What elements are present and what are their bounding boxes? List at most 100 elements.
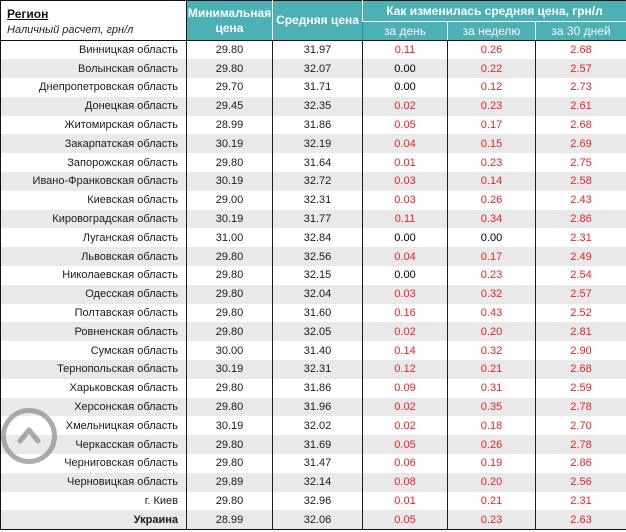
region-header-subtitle: Наличный расчет, грн/л <box>7 23 134 36</box>
region-cell: Тернопольская область <box>57 363 178 376</box>
change-month-cell: 2.31 <box>535 491 626 511</box>
table-row: Херсонская область 29.80 31.96 0.02 0.35 2.78 <box>0 397 626 417</box>
change-day-cell: 0.06 <box>362 454 448 473</box>
avg-price-cell: 32.04 <box>272 284 363 304</box>
min-price-cell: 29.80 <box>186 247 273 267</box>
change-month-cell: 2.57 <box>535 59 626 79</box>
change-month-cell: 2.68 <box>535 40 626 60</box>
table-row: Киевская область 29.00 32.31 0.03 0.26 2.43 <box>0 190 626 210</box>
min-price-cell: 29.80 <box>186 491 273 511</box>
avg-price-cell: 32.56 <box>272 247 363 267</box>
change-month-cell: 2.81 <box>535 322 626 342</box>
change-day-cell: 0.12 <box>362 360 448 379</box>
avg-price-cell: 32.35 <box>272 96 363 116</box>
change-week-cell: 0.18 <box>447 416 536 436</box>
min-price-cell: 29.80 <box>186 454 273 473</box>
min-price-cell: 29.80 <box>186 40 273 60</box>
change-month-cell: 2.73 <box>535 78 626 97</box>
column-header-change-group: Как изменилась средняя цена, грн/л <box>362 0 626 22</box>
column-header-change-week: за неделю <box>447 21 536 41</box>
table-row: Житомирская область 28.99 31.86 0.05 0.17 2.6… <box>0 115 626 135</box>
change-month-cell: 2.86 <box>535 209 626 229</box>
table-row: Ровненская область 29.80 32.05 0.02 0.20 2.81 <box>0 322 626 342</box>
change-month-cell: 2.78 <box>535 435 626 455</box>
region-cell: Житомирская область <box>64 119 178 132</box>
change-day-cell: 0.03 <box>362 172 448 191</box>
change-day-cell: 0.05 <box>362 435 448 455</box>
region-cell: Волынская область <box>77 62 178 75</box>
change-week-cell: 0.26 <box>447 435 536 455</box>
table-row: Ивано-Франковская область 30.19 32.72 0.03 0… <box>0 172 626 191</box>
min-price-cell: 29.80 <box>186 284 273 304</box>
table-row: Волынская область 29.80 32.07 0.00 0.22 2.57 <box>0 59 626 79</box>
region-cell: Кировоградская область <box>52 213 178 226</box>
min-price-cell: 30.19 <box>186 172 273 191</box>
change-day-cell: 0.14 <box>362 341 448 361</box>
avg-price-cell: 31.77 <box>272 209 363 229</box>
min-price-cell: 28.99 <box>186 115 273 135</box>
table-row: Винницкая область 29.80 31.97 0.11 0.26 2.68 <box>0 40 626 60</box>
region-cell: Украина <box>133 513 178 526</box>
change-month-cell: 2.69 <box>535 134 626 154</box>
table-row: Запорожская область 29.80 31.64 0.01 0.23 2.7… <box>0 153 626 173</box>
scroll-to-top-button[interactable] <box>1 408 57 464</box>
change-day-cell: 0.03 <box>362 284 448 304</box>
min-price-cell: 31.00 <box>186 228 273 248</box>
region-cell: Киевская область <box>87 194 178 207</box>
change-day-cell: 0.09 <box>362 378 448 398</box>
change-week-cell: 0.12 <box>447 78 536 97</box>
change-day-cell: 0.01 <box>362 491 448 511</box>
change-week-cell: 0.20 <box>447 472 536 492</box>
change-month-cell: 2.56 <box>535 472 626 492</box>
change-day-cell: 0.00 <box>362 266 448 285</box>
region-cell: Днепропетровская область <box>39 81 178 94</box>
avg-price-cell: 32.31 <box>272 360 363 379</box>
change-month-cell: 2.68 <box>535 115 626 135</box>
change-month-cell: 2.75 <box>535 153 626 173</box>
change-week-cell: 0.22 <box>447 59 536 79</box>
column-header-change-day: за день <box>362 21 448 41</box>
table-row: Донецкая область 29.45 32.35 0.02 0.23 2.61 <box>0 96 626 116</box>
avg-price-cell: 31.86 <box>272 378 363 398</box>
region-header-title: Регион <box>7 6 49 21</box>
avg-price-cell: 32.05 <box>272 322 363 342</box>
change-day-cell: 0.02 <box>362 96 448 116</box>
min-price-cell: 29.80 <box>186 397 273 417</box>
change-week-cell: 0.32 <box>447 341 536 361</box>
change-week-cell: 0.32 <box>447 284 536 304</box>
change-week-cell: 0.43 <box>447 303 536 323</box>
avg-price-cell: 31.96 <box>272 397 363 417</box>
table-row: Сумская область 30.00 31.40 0.14 0.32 2.90 <box>0 341 626 361</box>
table-row: Львовская область 29.80 32.56 0.04 0.17 2.49 <box>0 247 626 267</box>
change-month-cell: 2.57 <box>535 284 626 304</box>
change-week-cell: 0.23 <box>447 510 536 530</box>
avg-price-cell: 32.31 <box>272 190 363 210</box>
region-cell: Ровненская область <box>74 325 179 338</box>
change-week-cell: 0.17 <box>447 247 536 267</box>
change-month-cell: 2.70 <box>535 416 626 436</box>
change-month-cell: 2.43 <box>535 190 626 210</box>
min-price-cell: 30.19 <box>186 416 273 436</box>
avg-price-cell: 31.69 <box>272 435 363 455</box>
region-cell: Черкасская область <box>75 438 178 451</box>
avg-price-cell: 31.97 <box>272 40 363 60</box>
change-month-cell: 2.78 <box>535 397 626 417</box>
region-cell: Закарпатская область <box>64 137 178 150</box>
avg-price-cell: 32.06 <box>272 510 363 530</box>
change-day-cell: 0.00 <box>362 59 448 79</box>
min-price-cell: 29.80 <box>186 378 273 398</box>
min-price-cell: 29.70 <box>186 78 273 97</box>
table-row: Черниговская область 29.80 31.47 0.06 0.19 2.… <box>0 454 626 473</box>
change-day-cell: 0.04 <box>362 134 448 154</box>
region-cell: Черновицкая область <box>67 476 178 489</box>
change-week-cell: 0.23 <box>447 266 536 285</box>
change-week-cell: 0.23 <box>447 96 536 116</box>
chevron-up-icon <box>16 425 42 447</box>
change-week-cell: 0.15 <box>447 134 536 154</box>
change-day-cell: 0.02 <box>362 322 448 342</box>
change-week-cell: 0.17 <box>447 115 536 135</box>
min-price-cell: 29.45 <box>186 96 273 116</box>
min-price-cell: 30.19 <box>186 209 273 229</box>
region-cell: Запорожская область <box>67 156 178 169</box>
